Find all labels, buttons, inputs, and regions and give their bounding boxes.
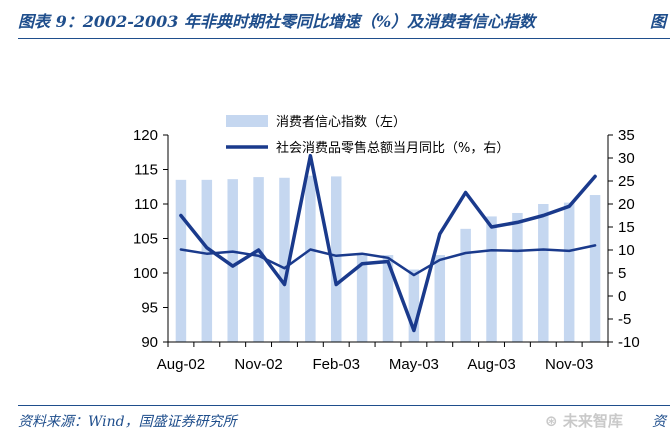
bar-Sep-02 (201, 179, 213, 342)
right-tick-label: 5 (618, 265, 626, 282)
right-tick-label: 15 (618, 219, 635, 236)
right-tick-label: 20 (618, 196, 635, 213)
line-series (179, 153, 597, 333)
left-tick-label: 120 (133, 127, 158, 144)
bar-Oct-03 (538, 204, 549, 342)
left-tick-label: 95 (141, 300, 158, 317)
right-tick-label: -5 (618, 311, 631, 328)
bar-series (175, 175, 601, 342)
watermark-text: 未来智库 (562, 412, 623, 430)
x-tick-label: Aug-02 (157, 356, 205, 373)
x-tick-label: Feb-03 (312, 356, 360, 373)
left-tick-label: 100 (133, 265, 158, 282)
bar-Aug-03 (486, 216, 497, 342)
bar-Nov-03 (563, 202, 575, 342)
legend: 消费者信心指数（左） 社会消费品零售总额当月同比（%，右） (226, 115, 509, 156)
legend-swatch-bars (226, 115, 268, 127)
bar-Nov-02 (253, 177, 264, 342)
header-rule (18, 38, 670, 39)
source-note: 资料来源：Wind，国盛证券研究所 (18, 414, 237, 430)
footer-rule (18, 405, 670, 406)
axes: 90 95 100 105 110 115 120 -10 -5 0 5 10 15 20 25 30 35 Au… (133, 127, 640, 373)
next-chart-title-fragment: 图 (649, 12, 666, 31)
legend-label-line: 社会消费品零售总额当月同比（%，右） (276, 140, 509, 156)
bar-Aug-02 (175, 179, 187, 342)
bar-Oct-02 (227, 179, 238, 342)
bar-Sep-03 (512, 212, 523, 342)
right-tick-label: 35 (618, 127, 635, 144)
right-tick-label: 10 (618, 242, 635, 259)
x-tick-label: Aug-03 (467, 356, 515, 373)
x-tick-label: Nov-02 (234, 356, 282, 373)
left-tick-label: 115 (134, 162, 158, 179)
bar-Jan-03 (305, 175, 316, 342)
chart-canvas: 90 95 100 105 110 115 120 -10 -5 0 5 10 15 20 25 30 35 Au… (133, 115, 640, 373)
bar-Jul-03 (460, 228, 471, 342)
bar-Dec-03 (589, 195, 601, 342)
left-tick-label: 90 (141, 334, 158, 351)
bar-Jun-03 (434, 255, 446, 342)
right-tick-label: -10 (618, 334, 640, 351)
x-tick-label: Nov-03 (545, 356, 593, 373)
x-tick-label: May-03 (389, 356, 439, 373)
legend-label-bars: 消费者信心指数（左） (276, 115, 406, 130)
left-tick-label: 105 (133, 231, 158, 248)
right-tick-label: 25 (618, 173, 635, 190)
bar-Feb-03 (330, 176, 342, 342)
right-tick-label: 0 (618, 288, 626, 305)
bar-Apr-03 (382, 255, 394, 342)
watermark: ⊛ 未来智库 (545, 410, 623, 431)
right-tick-label: 30 (618, 150, 635, 167)
bar-Dec-02 (279, 177, 290, 342)
bar-May-03 (408, 269, 420, 342)
bar-Mar-03 (356, 252, 368, 342)
watermark-icon: ⊛ (545, 412, 558, 430)
source-fragment: 资 (652, 414, 666, 430)
chart-title: 图表 9：2002-2003 年非典时期社零同比增速（%）及消费者信心指数 (18, 12, 536, 31)
left-tick-label: 110 (134, 196, 158, 213)
